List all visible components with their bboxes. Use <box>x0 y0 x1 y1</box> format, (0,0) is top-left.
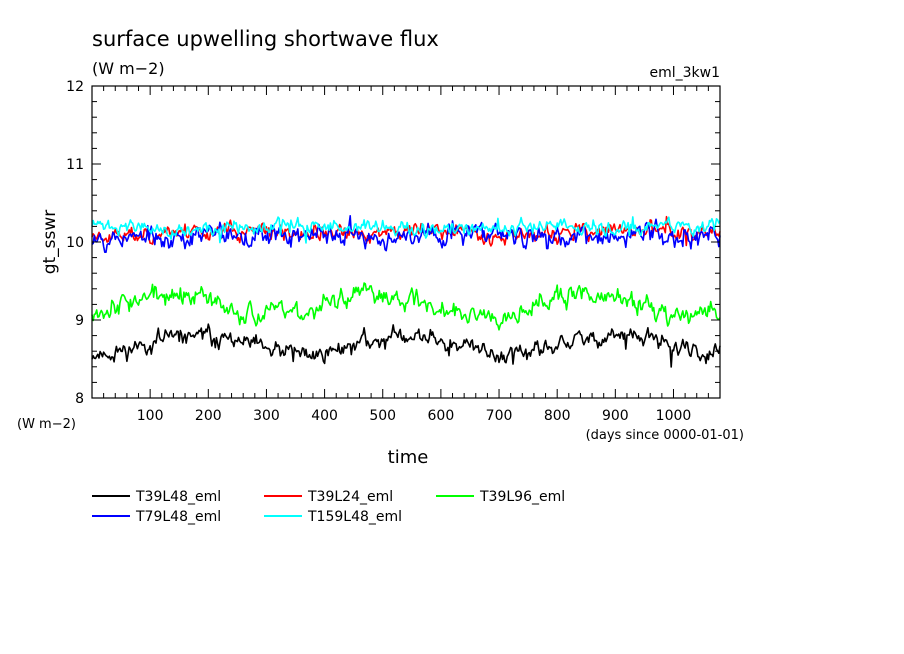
legend: T39L48_eml T39L24_eml T39L96_eml T79L48_eml… <box>92 489 565 525</box>
y-tick-label: 12 <box>66 79 84 95</box>
y-tick-label: 9 <box>75 313 84 329</box>
x-tick-label: 700 <box>486 408 513 424</box>
run-label: eml_3kw1 <box>649 65 720 81</box>
series-line-T159L48_eml <box>91 216 721 244</box>
x-tick-label: 800 <box>544 408 571 424</box>
legend-label: T39L48_eml <box>135 489 221 505</box>
tick-layer: 100 200 300 400 500 600 700 800 900 1000 8 9 10 11 12 <box>66 79 720 424</box>
legend-label: T159L48_eml <box>307 509 402 525</box>
series-line-T39L24_eml <box>91 215 721 247</box>
x-unit-label: (days since 0000-01-01) <box>586 428 744 443</box>
y-tick-label: 8 <box>75 391 84 407</box>
chart-title: surface upwelling shortwave flux <box>92 27 439 51</box>
series-layer <box>91 215 721 368</box>
x-tick-label: 200 <box>195 408 222 424</box>
legend-label: T39L96_eml <box>479 489 565 505</box>
y-tick-label: 11 <box>66 157 84 173</box>
x-tick-label: 1000 <box>656 408 692 424</box>
chart-subtitle: (W m−2) <box>92 59 165 78</box>
x-tick-label: 900 <box>602 408 629 424</box>
x-tick-label: 400 <box>311 408 338 424</box>
y-unit-label: (W m−2) <box>17 417 76 432</box>
x-tick-label: 500 <box>369 408 396 424</box>
x-axis-label: time <box>388 447 429 468</box>
x-tick-label: 300 <box>253 408 280 424</box>
legend-label: T39L24_eml <box>307 489 393 505</box>
y-tick-label: 10 <box>66 235 84 251</box>
y-axis-label: gt_sswr <box>40 210 60 275</box>
series-line-T39L96_eml <box>91 282 721 331</box>
series-line-T39L48_eml <box>91 323 721 368</box>
x-tick-label: 100 <box>137 408 164 424</box>
legend-label: T79L48_eml <box>135 509 221 525</box>
x-tick-label: 600 <box>428 408 455 424</box>
